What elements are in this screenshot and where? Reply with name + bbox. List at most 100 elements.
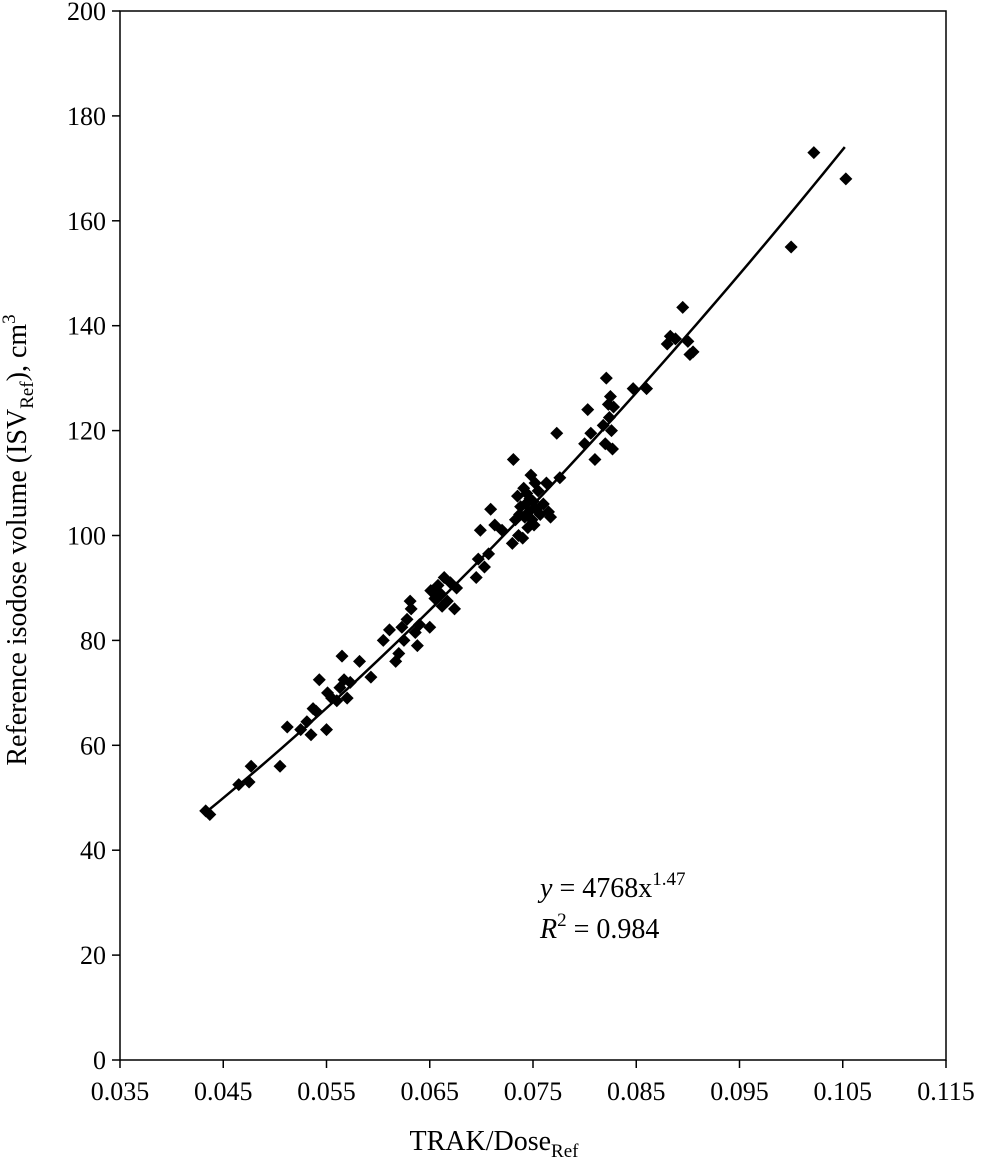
data-point <box>433 586 447 600</box>
x-axis-title-main: TRAK/Dose <box>410 1126 552 1157</box>
data-point <box>606 442 620 456</box>
data-point <box>304 728 318 742</box>
data-point <box>364 670 378 684</box>
x-tick-label: 0.045 <box>194 1077 253 1106</box>
y-axis-title-suffix: ), cm <box>2 324 33 382</box>
r-squared-exponent: 2 <box>557 910 567 931</box>
data-point <box>607 400 621 414</box>
data-point <box>784 240 798 254</box>
data-point <box>527 518 541 532</box>
x-tick-label: 0.055 <box>297 1077 356 1106</box>
data-point <box>544 510 558 524</box>
y-tick-label: 140 <box>67 312 106 341</box>
data-point <box>511 489 525 503</box>
data-point <box>312 673 326 687</box>
data-point <box>602 410 616 424</box>
data-point <box>300 715 314 729</box>
data-point <box>340 691 354 705</box>
data-point <box>839 172 853 186</box>
data-point <box>482 547 496 561</box>
data-point <box>244 759 258 773</box>
x-tick-label: 0.075 <box>504 1077 563 1106</box>
data-point <box>516 531 530 545</box>
y-tick-label: 80 <box>80 626 106 655</box>
fit-equation-body: = 4768x <box>552 873 652 904</box>
data-point <box>531 484 545 498</box>
data-point <box>353 654 367 668</box>
x-tick-label: 0.065 <box>401 1077 460 1106</box>
data-point <box>335 649 349 663</box>
data-point <box>506 452 520 466</box>
data-point <box>539 476 553 490</box>
fit-equation: y = 4768x1.47 <box>537 869 685 904</box>
data-point <box>412 618 426 632</box>
y-tick-label: 160 <box>67 207 106 236</box>
data-point <box>382 623 396 637</box>
data-point <box>273 759 287 773</box>
y-tick-label: 40 <box>80 836 106 865</box>
data-point <box>505 536 519 550</box>
plot-frame <box>119 10 947 1061</box>
data-point <box>343 675 357 689</box>
data-point <box>686 345 700 359</box>
y-tick-label: 120 <box>67 417 106 446</box>
x-axis-title-sub: Ref <box>551 1141 579 1160</box>
x-axis-title: TRAK/DoseRef <box>410 1126 580 1160</box>
data-point <box>640 382 654 396</box>
y-axis-title-prefix: Reference isodose volume (ISV <box>2 409 33 766</box>
y-axis-title: Reference isodose volume (ISVRef), cm3 <box>0 314 38 765</box>
x-tick-label: 0.105 <box>814 1077 873 1106</box>
y-axis-title-sup: 3 <box>0 314 20 324</box>
data-point <box>469 570 483 584</box>
data-point <box>376 633 390 647</box>
data-point <box>807 146 821 160</box>
data-point <box>392 647 406 661</box>
fit-curve <box>206 146 846 812</box>
r-squared-symbol: R <box>539 914 557 945</box>
y-tick-label: 180 <box>67 102 106 131</box>
data-point <box>404 602 418 616</box>
data-point <box>668 332 682 346</box>
data-point <box>603 390 617 404</box>
data-point <box>232 778 246 792</box>
data-point <box>280 720 294 734</box>
data-point <box>410 639 424 653</box>
data-point <box>400 612 414 626</box>
data-point <box>578 437 592 451</box>
data-point <box>403 594 417 608</box>
data-point <box>309 704 323 718</box>
x-tick-label: 0.115 <box>917 1077 975 1106</box>
y-axis-title-sub: Ref <box>17 381 38 409</box>
x-tick-label: 0.095 <box>710 1077 769 1106</box>
fit-equation-exponent: 1.47 <box>652 869 685 890</box>
r-squared-value: = 0.984 <box>567 914 660 945</box>
data-point <box>581 403 595 417</box>
y-tick-label: 20 <box>80 941 106 970</box>
y-tick-label: 100 <box>67 522 106 551</box>
y-tick-label: 60 <box>80 731 106 760</box>
data-points <box>199 146 853 822</box>
x-tick-label: 0.085 <box>607 1077 666 1106</box>
data-point <box>584 426 598 440</box>
data-point <box>599 371 613 385</box>
data-point <box>541 505 555 519</box>
data-point <box>395 620 409 634</box>
axes: 0.035 0.045 0.055 0.065 0.075 0.085 0.095 0.105… <box>67 0 975 1106</box>
data-point <box>596 418 610 432</box>
data-point <box>484 502 498 516</box>
x-tick-label: 0.035 <box>91 1077 150 1106</box>
data-point <box>320 723 333 737</box>
data-point <box>471 552 485 566</box>
data-point <box>423 620 437 634</box>
data-point <box>536 497 550 511</box>
data-point <box>473 523 487 537</box>
fit-equation-y: y <box>537 873 553 904</box>
data-point <box>626 382 640 396</box>
data-point <box>330 694 344 708</box>
data-point <box>553 471 567 485</box>
data-point <box>203 808 217 822</box>
data-point <box>533 508 547 522</box>
data-point <box>397 633 411 647</box>
